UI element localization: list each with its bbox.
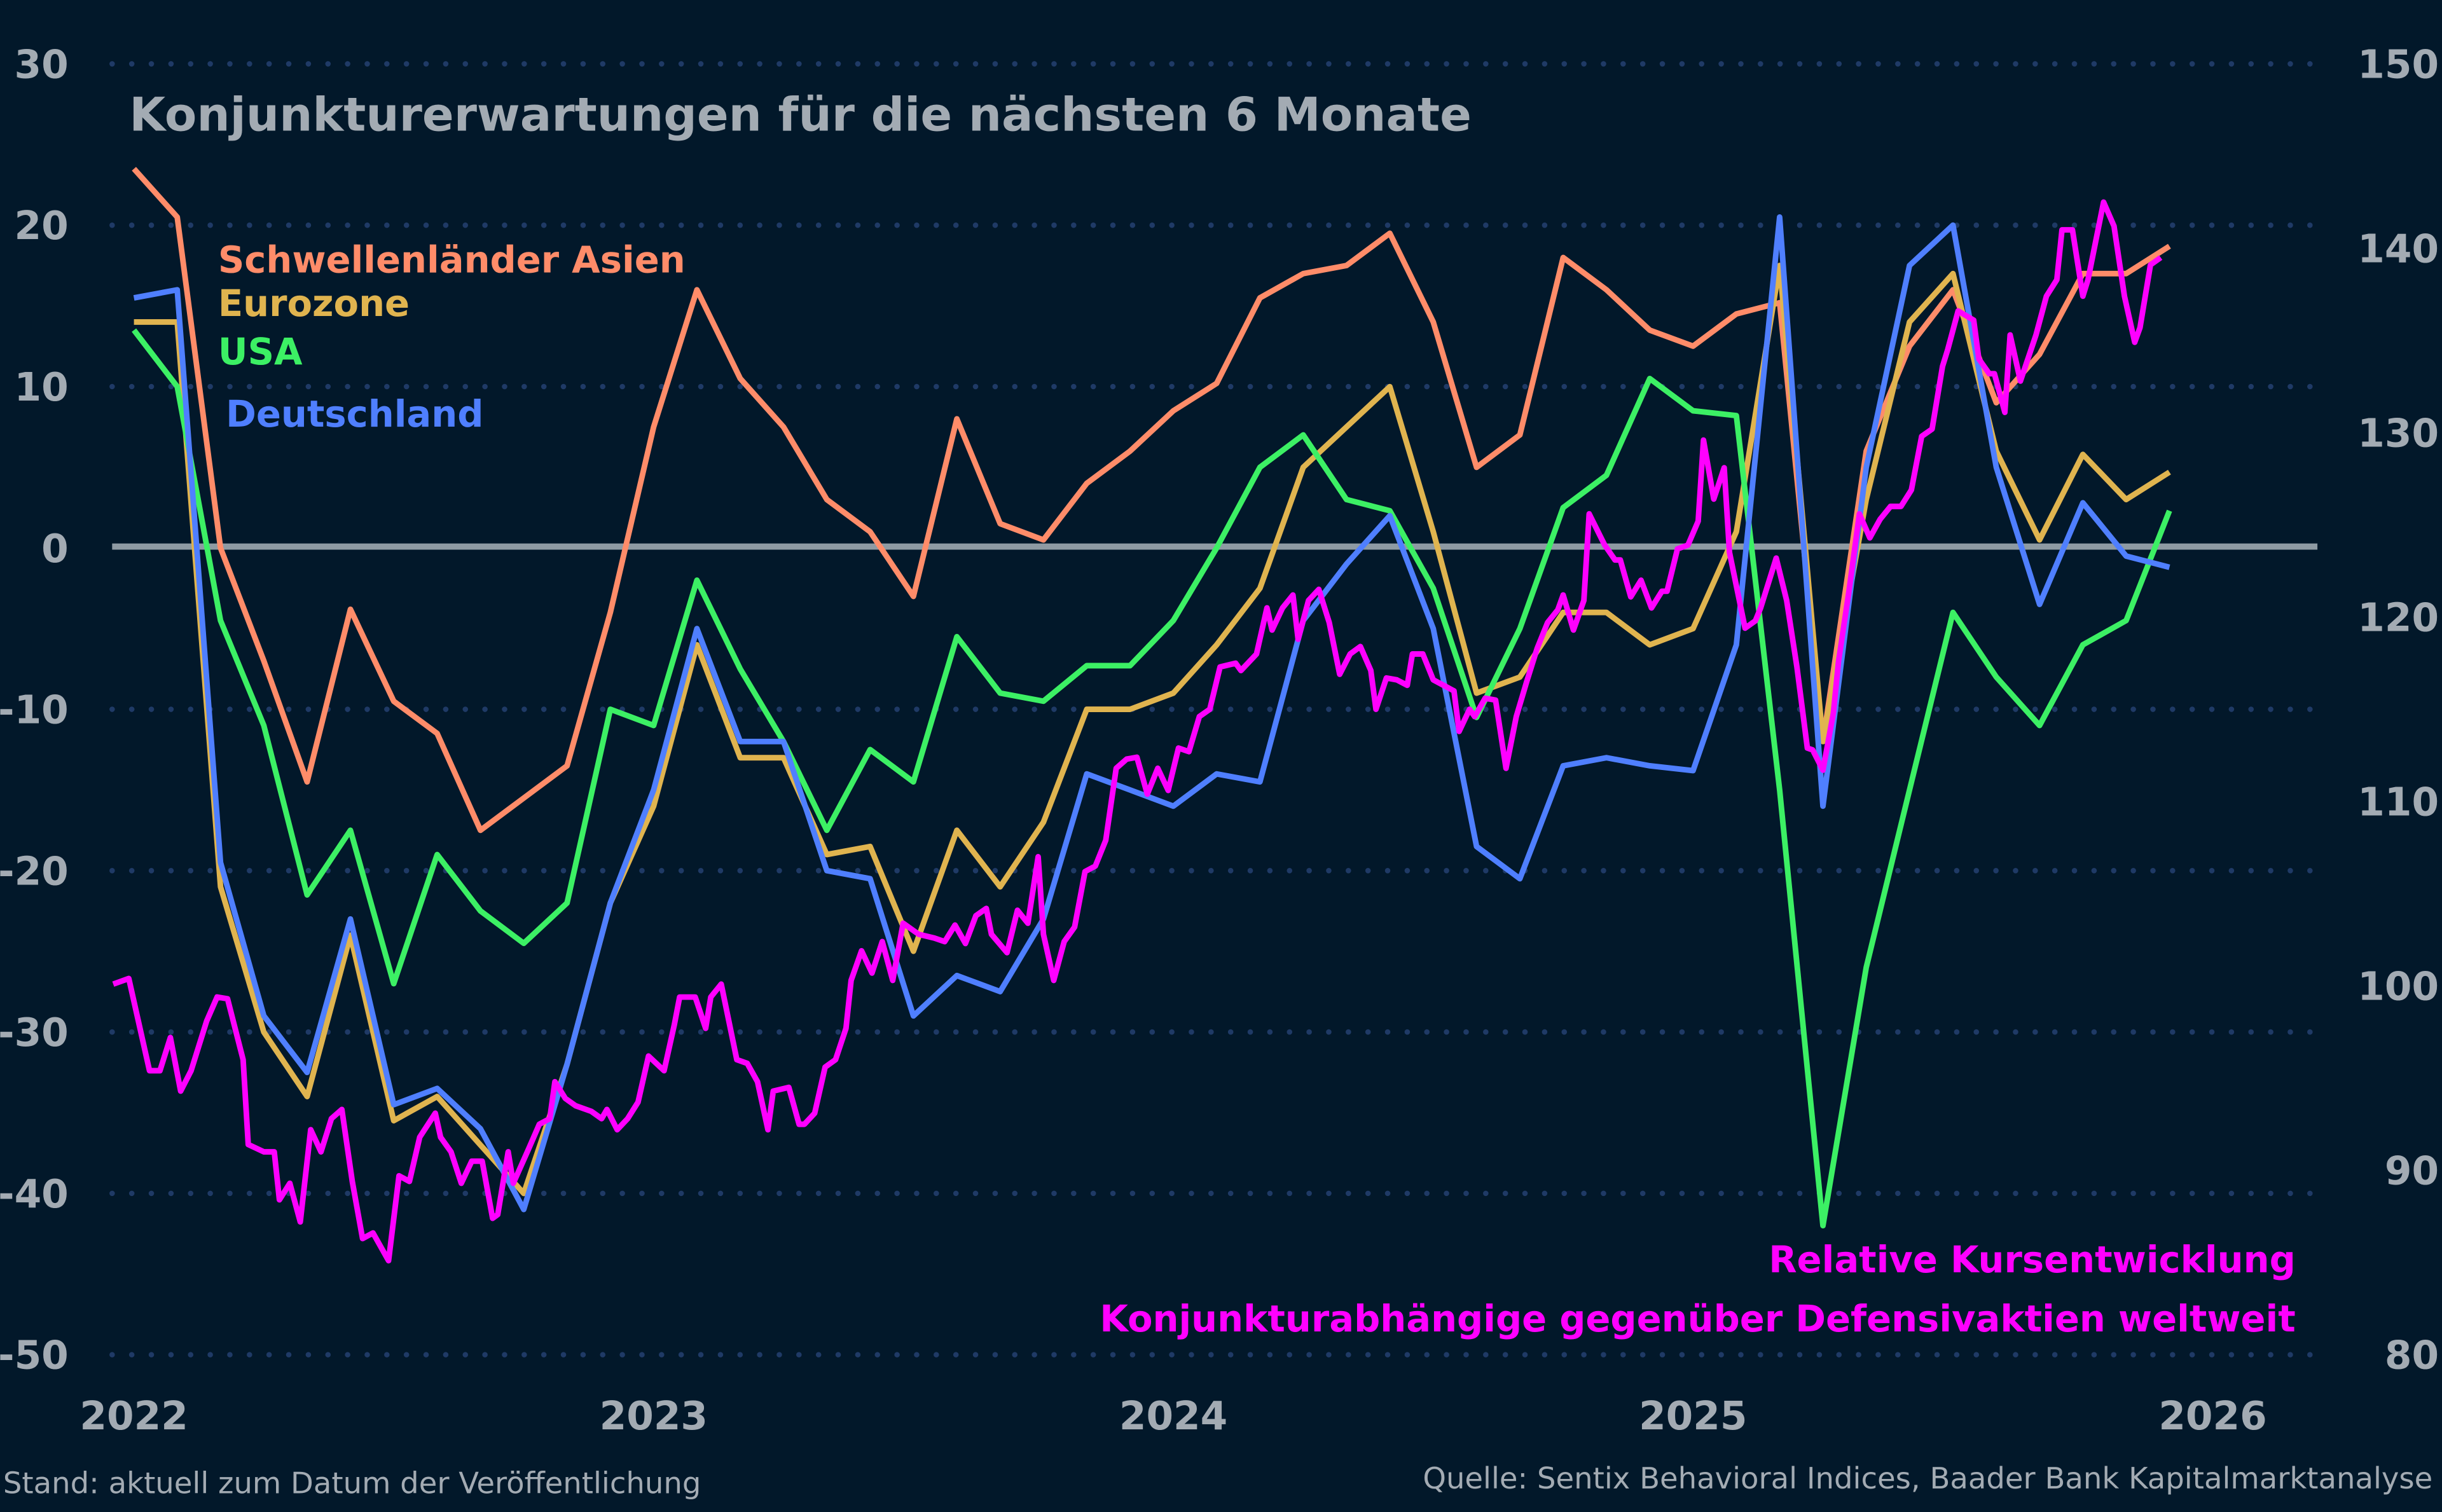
series-line-eurozone	[134, 263, 2171, 1197]
x-tick-label: 2025	[1639, 1394, 1747, 1439]
legend-asien: Schwellenländer Asien	[218, 239, 686, 282]
y-right-tick-label: 80	[2385, 1333, 2439, 1378]
y-left-tick-label: -10	[0, 688, 69, 733]
y-right-tick-label: 110	[2357, 780, 2439, 825]
y-right-tick-label: 140	[2357, 227, 2439, 272]
y-right-tick-label: 90	[2385, 1149, 2439, 1194]
y-left-tick-label: 10	[15, 365, 69, 410]
series-line-usa	[132, 328, 2172, 1229]
x-tick-label: 2026	[2158, 1394, 2266, 1439]
x-tick-label: 2024	[1119, 1394, 1227, 1439]
y-left-tick-label: 0	[41, 526, 69, 572]
footer-source: Quelle: Sentix Behavioral Indices, Baade…	[1423, 1461, 2432, 1495]
y-right-tick-label: 100	[2357, 965, 2439, 1010]
x-axis-ticks: 2022 2023 2024 2025 2026	[79, 1394, 2266, 1439]
legend-eurozone: Eurozone	[218, 282, 410, 325]
y-left-tick-label: 30	[15, 42, 69, 87]
y-right-tick-label: 120	[2357, 596, 2439, 641]
y-right-tick-label: 150	[2357, 42, 2439, 87]
series-line-relative-kursentwicklung	[112, 199, 2163, 1264]
series-line-deutschland	[133, 214, 2170, 1213]
chart-title: Konjunkturerwartungen für die nächsten 6…	[129, 88, 1472, 142]
y-left-tick-label: -50	[0, 1333, 69, 1378]
x-tick-label: 2022	[79, 1394, 188, 1439]
y-left-tick-label: 20	[15, 203, 69, 249]
legend-deutschland: Deutschland	[226, 393, 483, 436]
y-left-tick-label: -30	[0, 1010, 69, 1055]
legend-relative: Relative Kursentwicklung	[1769, 1239, 2296, 1281]
series-lines	[112, 167, 2172, 1264]
right-axis-ticks: 150 140 130 120 110 100 90 80	[2357, 42, 2439, 1378]
legend-relative-subtitle: Konjunkturabhängige gegenüber Defensivak…	[1100, 1298, 2295, 1340]
y-left-tick-label: -40	[0, 1172, 69, 1217]
y-left-tick-label: -20	[0, 849, 69, 894]
y-right-tick-label: 130	[2357, 411, 2439, 457]
left-axis-ticks: 30 20 10 0 -10 -20 -30 -40 -50	[0, 42, 69, 1378]
legend-usa: USA	[218, 331, 303, 373]
x-tick-label: 2023	[600, 1394, 708, 1439]
footer-stand: Stand: aktuell zum Datum der Veröffentli…	[3, 1466, 701, 1501]
